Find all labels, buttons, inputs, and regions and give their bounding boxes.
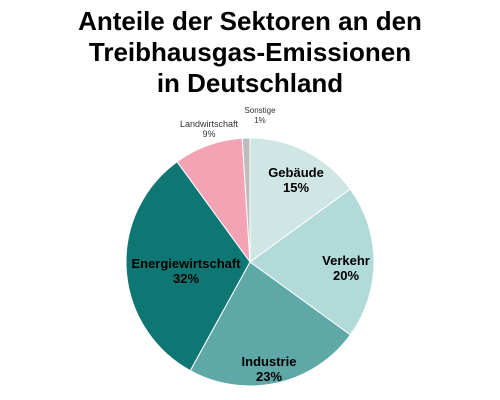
pie-slice-verkehr (249, 188, 375, 336)
slice-name-geb-ude: Gebäude (268, 165, 324, 180)
chart-title-line-1: Anteile der Sektoren an den (78, 6, 422, 36)
slice-name-landwirtschaft: Landwirtschaft (180, 119, 239, 129)
slice-name-sonstige: Sonstige (244, 106, 276, 115)
slice-value-industrie: 23% (256, 369, 282, 384)
slice-value-energiewirtschaft: 32% (173, 271, 199, 286)
pie-slice-sonstige (241, 137, 251, 263)
slice-name-energiewirtschaft: Energiewirtschaft (131, 256, 241, 271)
pie-slice-energiewirtschaft (125, 160, 251, 372)
slice-name-verkehr: Verkehr (322, 253, 370, 268)
pie-slice-industrie (189, 261, 352, 387)
pie-slice-geb-ude (249, 137, 352, 263)
slice-value-geb-ude: 15% (283, 180, 309, 195)
slice-value-verkehr: 20% (333, 268, 359, 283)
chart-title-line-3: in Deutschland (156, 68, 344, 98)
chart-title-line-2: Treibhausgas-Emissionen (88, 37, 412, 67)
slice-value-sonstige: 1% (254, 116, 266, 125)
slice-value-landwirtschaft: 9% (202, 129, 215, 139)
chart-title: Anteile der Sektoren an den Treibhausgas… (0, 6, 500, 99)
slice-name-industrie: Industrie (242, 354, 297, 369)
